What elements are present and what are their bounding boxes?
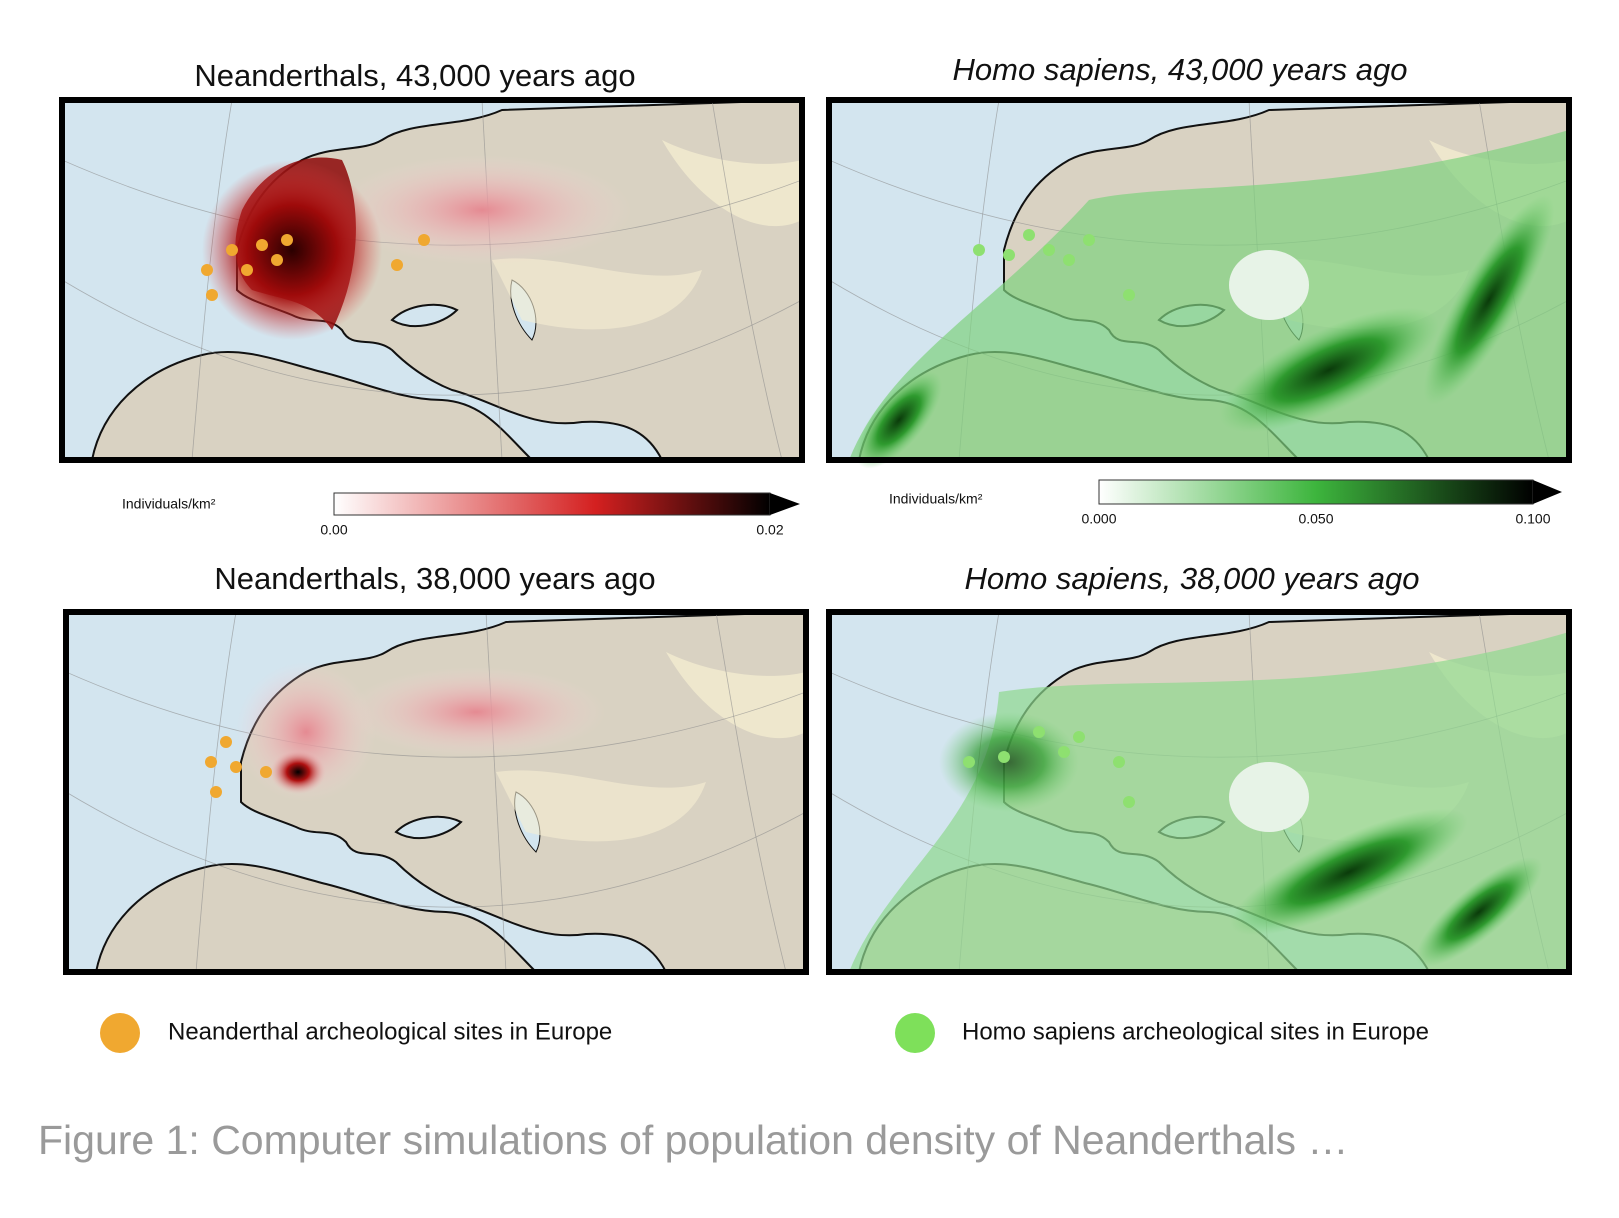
- colorbar: [1098, 479, 1534, 505]
- panel-title: Neanderthals, 38,000 years ago: [214, 561, 655, 596]
- map-panel: [829, 100, 1569, 469]
- colorbar: [333, 492, 771, 516]
- legend-marker: [100, 1013, 140, 1053]
- map-frame: [59, 97, 805, 463]
- panel-title: Neanderthals, 43,000 years ago: [194, 58, 635, 93]
- colorbar-tick-label: 0.02: [756, 522, 783, 538]
- colorbar-arrow: [770, 493, 800, 515]
- map-frame: [826, 609, 1572, 975]
- colorbar-tick-label: 0.000: [1081, 511, 1116, 527]
- colorbar-label: Individuals/km²: [122, 496, 216, 512]
- caption: Figure 1: Computer simulations of popula…: [38, 1117, 1348, 1163]
- panel-title: Homo sapiens, 38,000 years ago: [965, 561, 1420, 596]
- colorbar-label: Individuals/km²: [889, 491, 983, 507]
- colorbar-tick-label: 0.00: [320, 522, 347, 538]
- map-panel: [62, 100, 802, 460]
- legend-marker: [895, 1013, 935, 1053]
- panel-title: Homo sapiens, 43,000 years ago: [953, 52, 1408, 87]
- map-panel: [829, 612, 1569, 972]
- legend-label: Homo sapiens archeological sites in Euro…: [962, 1018, 1429, 1045]
- legend-label: Neanderthal archeological sites in Europ…: [168, 1018, 612, 1045]
- colorbar-tick-label: 0.050: [1298, 511, 1333, 527]
- colorbar-arrow: [1533, 480, 1562, 504]
- map-panel: [66, 612, 806, 972]
- map-frame: [826, 97, 1572, 463]
- map-frame: [63, 609, 809, 975]
- colorbar-tick-label: 0.100: [1515, 511, 1550, 527]
